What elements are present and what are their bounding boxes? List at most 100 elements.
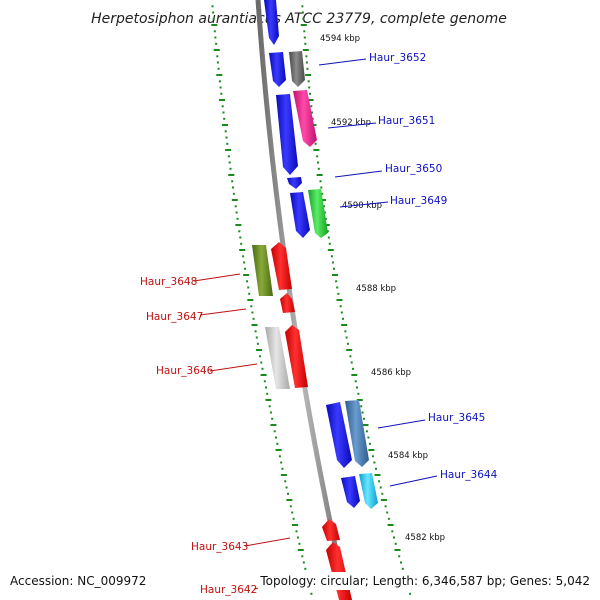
major-tick (341, 324, 348, 326)
minor-tick (320, 186, 323, 189)
minor-tick (217, 67, 220, 70)
leader-line (389, 475, 438, 487)
gene-arrow-haur-3647[interactable] (280, 293, 295, 313)
gene-arrow-haur-3646[interactable] (265, 327, 290, 389)
major-tick (362, 424, 369, 426)
gene-label-haur-3646[interactable]: Haur_3646 (156, 365, 214, 377)
accession-text: Accession: NC_009972 (10, 574, 146, 588)
major-tick (302, 49, 309, 51)
minor-tick (216, 61, 219, 64)
minor-tick (306, 67, 309, 70)
minor-tick (328, 242, 331, 245)
minor-tick (303, 36, 306, 39)
gene-arrow-reverse[interactable] (271, 242, 292, 290)
minor-tick (379, 486, 382, 489)
gene-arrow-haur-3642[interactable] (326, 542, 352, 600)
gene-arrow-haur-3649[interactable] (308, 189, 328, 238)
minor-tick (215, 42, 218, 45)
minor-tick (316, 155, 319, 158)
reverse-strand-genes (252, 242, 352, 600)
gene-arrow-forward[interactable] (341, 476, 360, 508)
forward-strand-genes (264, 0, 378, 509)
minor-tick (235, 211, 238, 214)
gene-label-haur-3652[interactable]: Haur_3652 (369, 52, 426, 64)
major-tick (332, 274, 338, 276)
major-tick (243, 274, 250, 276)
gene-label-haur-3651[interactable]: Haur_3651 (378, 115, 435, 127)
gene-arrow-forward[interactable] (326, 402, 352, 468)
gene-label-haur-3647[interactable]: Haur_3647 (146, 311, 203, 323)
minor-tick (268, 405, 271, 408)
minor-tick (401, 567, 404, 570)
minor-tick (354, 380, 357, 383)
minor-tick (391, 530, 394, 533)
gene-arrow-haur-3648[interactable] (252, 245, 273, 296)
minor-tick (278, 455, 281, 458)
minor-tick (243, 261, 246, 264)
minor-tick (381, 492, 384, 495)
gene-arrow-forward[interactable] (269, 52, 286, 87)
gene-arrow-reverse[interactable] (285, 325, 308, 388)
major-tick (351, 374, 358, 376)
minor-tick (228, 161, 231, 164)
minor-tick (284, 480, 287, 483)
minor-tick (336, 286, 339, 289)
minor-tick (363, 417, 365, 420)
minor-tick (287, 492, 289, 495)
minor-tick (302, 561, 305, 564)
gene-arrow-forward[interactable] (290, 192, 310, 238)
minor-tick (339, 305, 342, 308)
minor-tick (365, 430, 368, 433)
minor-tick (346, 342, 349, 345)
leader-line (193, 273, 241, 282)
kbp-label: 4582 kbp (405, 533, 445, 543)
minor-tick (340, 311, 343, 314)
gene-arrow-haur-3652[interactable] (289, 51, 305, 87)
gene-label-haur-3648[interactable]: Haur_3648 (140, 276, 197, 288)
minor-tick (226, 142, 229, 145)
major-tick (225, 149, 232, 151)
gene-label-haur-3650[interactable]: Haur_3650 (385, 163, 442, 175)
minor-tick (301, 11, 304, 14)
minor-tick (345, 336, 348, 339)
minor-tick (384, 505, 387, 508)
minor-tick (229, 167, 232, 170)
minor-tick (317, 161, 319, 164)
gene-arrow-haur-3644[interactable] (359, 473, 378, 509)
gene-labels: Haur_3652 Haur_3651 Haur_3650 Haur_3649 … (140, 52, 498, 596)
gene-arrow-haur-3645[interactable] (345, 400, 369, 467)
gene-label-haur-3643[interactable]: Haur_3643 (191, 541, 248, 553)
gene-arrow-haur-3651[interactable] (293, 90, 317, 147)
minor-tick (255, 336, 258, 339)
minor-tick (324, 217, 327, 220)
gene-arrow-forward[interactable] (264, 0, 279, 45)
gene-label-haur-3644[interactable]: Haur_3644 (440, 469, 498, 481)
major-tick (247, 299, 254, 301)
gene-arrow-haur-3650[interactable] (287, 177, 302, 189)
major-tick (394, 549, 401, 551)
gene-arrow-haur-3643[interactable] (322, 519, 340, 541)
kbp-label: 4588 kbp (356, 284, 396, 294)
major-tick (292, 524, 298, 526)
outer-tick-track (300, 5, 412, 595)
major-tick (286, 499, 293, 501)
leader-line (209, 363, 258, 372)
gene-label-haur-3645[interactable]: Haur_3645 (428, 412, 485, 424)
minor-tick (281, 467, 284, 470)
major-tick (228, 174, 235, 176)
footer-summary-backing (258, 572, 594, 590)
leader-line (244, 537, 291, 547)
minor-tick (211, 5, 214, 8)
gene-label-haur-3649[interactable]: Haur_3649 (390, 195, 447, 207)
minor-tick (305, 61, 308, 64)
major-tick (211, 24, 218, 26)
minor-tick (330, 255, 333, 258)
minor-tick (242, 255, 245, 258)
minor-tick (250, 305, 253, 308)
gene-arrow-forward[interactable] (276, 94, 298, 175)
minor-tick (280, 461, 283, 464)
major-tick (356, 399, 363, 401)
minor-tick (335, 280, 338, 283)
kbp-scale: 4594 kbp 4592 kbp 4590 kbp 4588 kbp 4586… (320, 34, 445, 543)
gene-label-haur-3642[interactable]: Haur_3642 (200, 584, 257, 596)
